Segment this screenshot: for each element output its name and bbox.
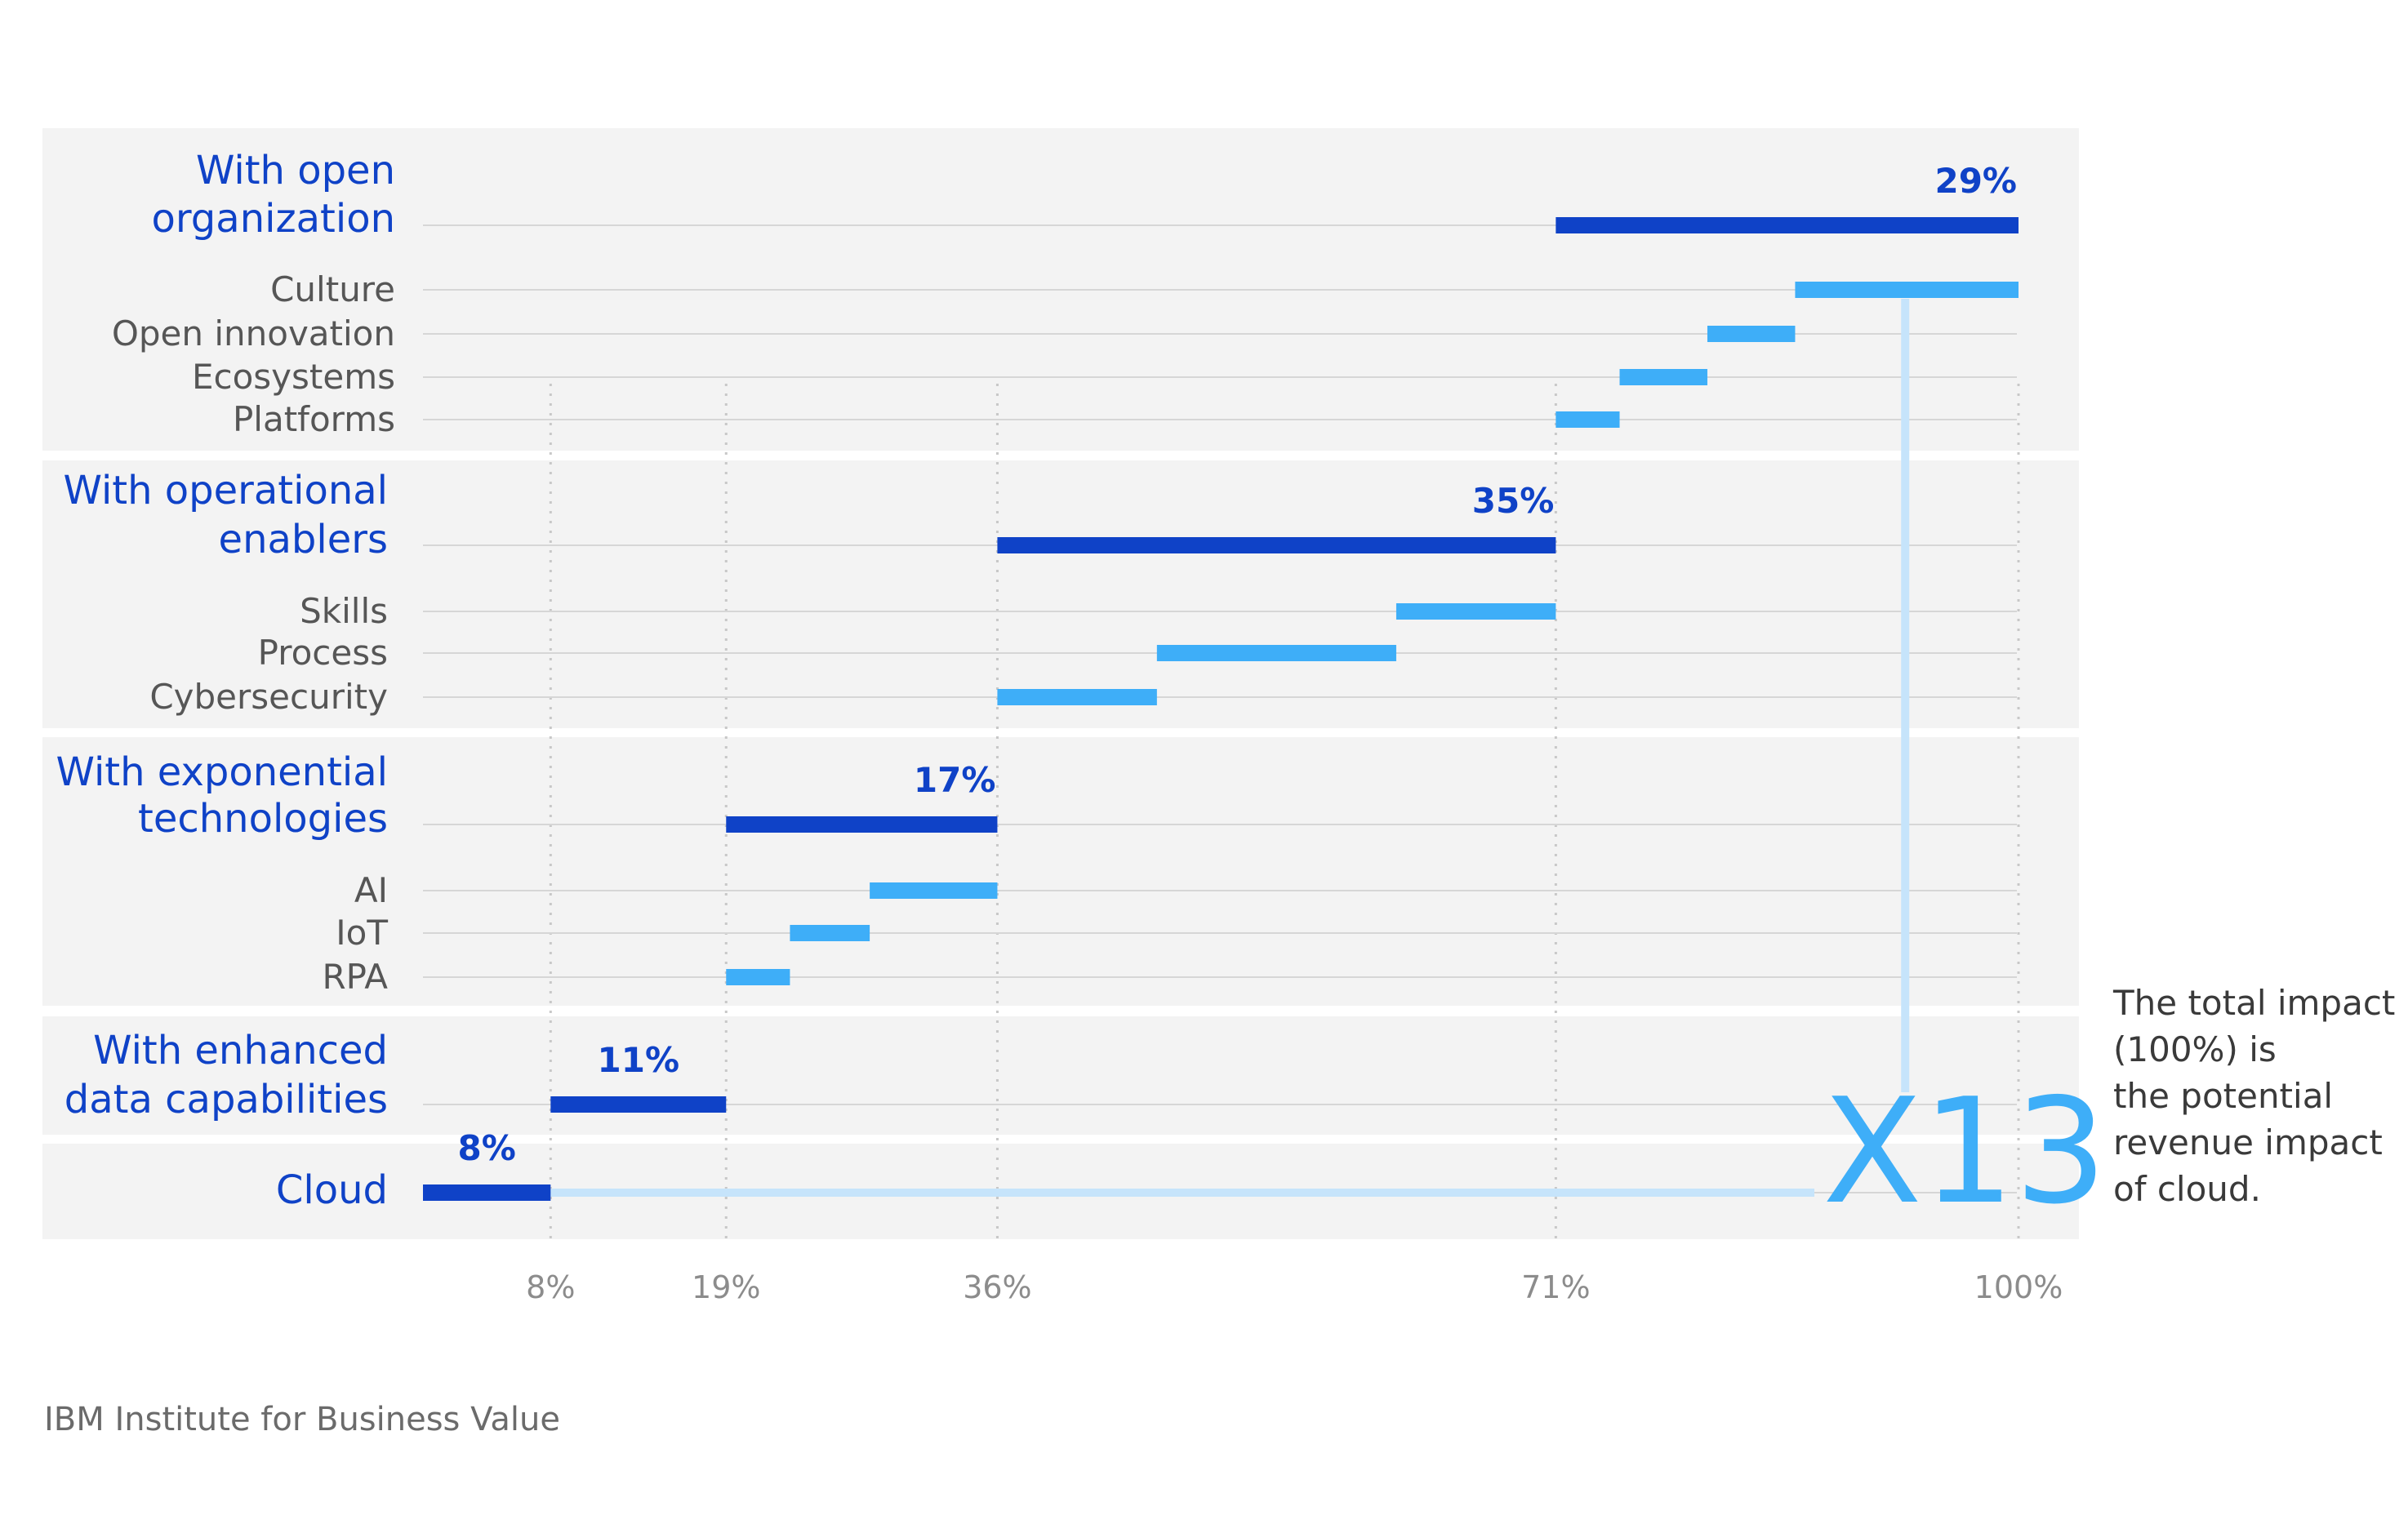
item-label: Ecosystems — [192, 357, 395, 397]
item-label: Process — [258, 633, 388, 673]
group-label: data capabilities — [65, 1077, 388, 1122]
group-panel — [42, 737, 2079, 1006]
x-tick-label: 19% — [692, 1269, 760, 1305]
total-value-label: 17% — [914, 760, 996, 800]
x-tick-label: 100% — [1974, 1269, 2063, 1305]
item-bar — [1156, 645, 1396, 661]
x-tick-label: 71% — [1521, 1269, 1590, 1305]
total-bar — [423, 1184, 551, 1201]
item-bar — [726, 969, 790, 985]
item-bar — [997, 689, 1157, 705]
group-panel — [42, 1016, 2079, 1135]
group-label: With exponential — [56, 749, 388, 795]
bars — [423, 217, 2019, 1201]
group-label: technologies — [138, 796, 388, 842]
item-label: Open innovation — [112, 313, 395, 353]
side-note-line: of cloud. — [2113, 1169, 2261, 1209]
item-label: IoT — [336, 913, 388, 953]
group-label: Cloud — [276, 1167, 388, 1213]
side-note-line: revenue impact — [2113, 1122, 2383, 1162]
total-bar — [997, 537, 1556, 553]
item-label: Culture — [270, 269, 395, 309]
x-tick-label: 8% — [526, 1269, 575, 1305]
side-note-line: (100%) is — [2113, 1029, 2277, 1069]
total-bar — [726, 816, 998, 833]
group-panel — [42, 460, 2079, 728]
multiplier-connectors — [550, 299, 1910, 1197]
item-bar — [870, 882, 998, 899]
x-tick-label: 36% — [963, 1269, 1031, 1305]
group-label: enablers — [219, 517, 388, 562]
item-bar — [790, 925, 870, 941]
item-label: Platforms — [233, 399, 395, 439]
x-axis-ticks: 8% 19% 36% 71% 100% — [526, 1269, 2063, 1305]
source-note: IBM Institute for Business Value — [44, 1401, 560, 1438]
item-bar — [1619, 369, 1707, 385]
total-bar — [550, 1096, 727, 1113]
item-label: Cybersecurity — [149, 677, 388, 717]
side-note: The total impact (100%) is the potential… — [2113, 980, 2407, 1212]
item-label: AI — [354, 870, 388, 910]
group-label: With enhanced — [93, 1028, 388, 1073]
group-label: organization — [152, 196, 395, 242]
total-value-label: 35% — [1472, 481, 1555, 521]
item-label: RPA — [322, 957, 388, 997]
total-value-label: 11% — [598, 1040, 680, 1080]
row-guidelines — [423, 224, 2017, 1193]
multiplier-label: X13 — [1823, 1067, 2107, 1236]
total-value-label: 29% — [1934, 161, 2017, 201]
item-label: Skills — [300, 591, 388, 631]
item-bar — [1395, 603, 1556, 620]
total-bar — [1556, 217, 2019, 233]
total-value-label: 8% — [458, 1128, 516, 1168]
item-bar — [1556, 411, 1620, 428]
group-label: With open — [196, 148, 395, 193]
side-note-line: the potential — [2113, 1076, 2334, 1116]
item-bar — [1707, 326, 1796, 342]
group-label: With operational — [64, 468, 388, 513]
item-bar — [1795, 282, 2019, 298]
side-note-line: The total impact — [2113, 983, 2396, 1023]
